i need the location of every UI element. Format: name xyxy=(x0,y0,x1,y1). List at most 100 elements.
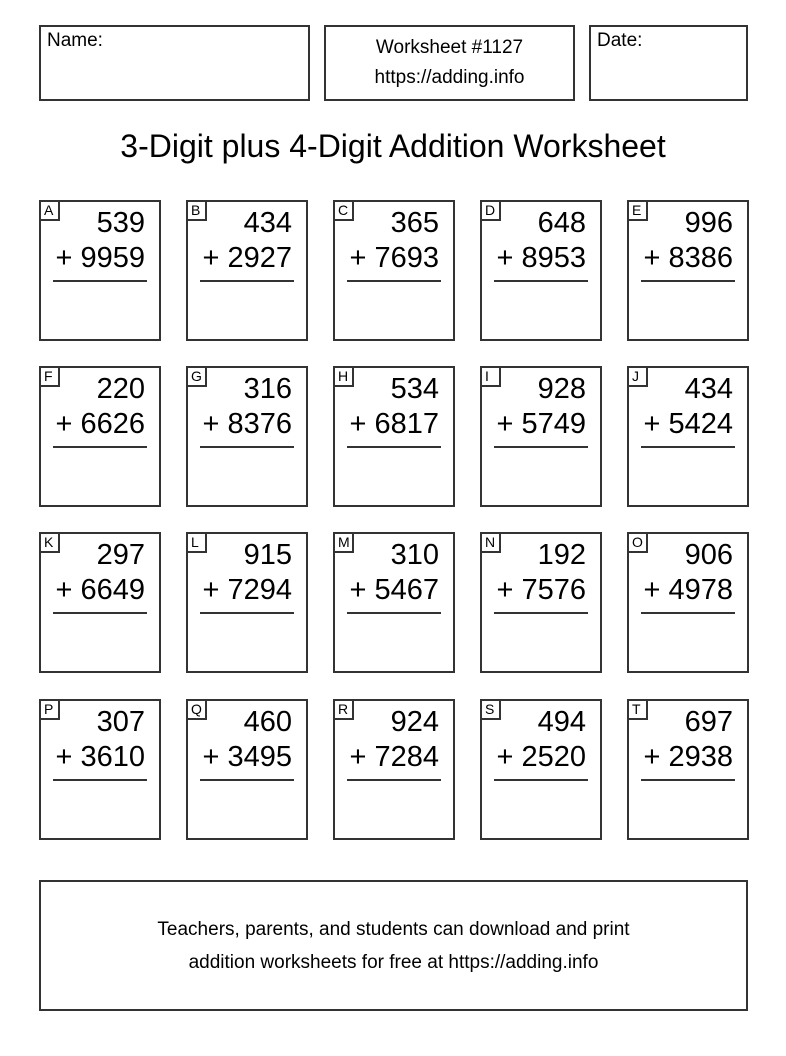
answer-line xyxy=(53,280,147,282)
answer-line xyxy=(641,779,735,781)
answer-line xyxy=(494,779,588,781)
problem-label: M xyxy=(333,532,354,553)
top-addend: 697 xyxy=(684,706,733,738)
bottom-addend: + 8376 xyxy=(202,408,292,440)
problem-box[interactable]: A 539 + 9959 xyxy=(39,200,161,341)
top-addend: 434 xyxy=(243,207,292,239)
problem-box[interactable]: H 534 + 6817 xyxy=(333,366,455,507)
top-addend: 434 xyxy=(684,373,733,405)
top-addend: 220 xyxy=(96,373,145,405)
answer-line xyxy=(347,446,441,448)
answer-line xyxy=(494,280,588,282)
problem-label: D xyxy=(480,200,501,221)
answer-line xyxy=(641,446,735,448)
problem-box[interactable]: Q 460 + 3495 xyxy=(186,699,308,840)
bottom-addend: + 4978 xyxy=(643,574,733,606)
bottom-addend: + 9959 xyxy=(55,242,145,274)
problem-label: T xyxy=(627,699,648,720)
problem-box[interactable]: L 915 + 7294 xyxy=(186,532,308,673)
bottom-addend: + 7284 xyxy=(349,741,439,773)
problem-box[interactable]: G 316 + 8376 xyxy=(186,366,308,507)
bottom-addend: + 6649 xyxy=(55,574,145,606)
bottom-addend: + 8953 xyxy=(496,242,586,274)
problem-box[interactable]: R 924 + 7284 xyxy=(333,699,455,840)
problem-box[interactable]: D 648 + 8953 xyxy=(480,200,602,341)
date-field[interactable]: Date: xyxy=(589,25,748,101)
problem-box[interactable]: C 365 + 7693 xyxy=(333,200,455,341)
problem-label: E xyxy=(627,200,648,221)
top-addend: 906 xyxy=(684,539,733,571)
page-title: 3-Digit plus 4-Digit Addition Worksheet xyxy=(120,128,666,164)
date-label: Date: xyxy=(597,30,643,51)
answer-line xyxy=(53,612,147,614)
bottom-addend: + 2520 xyxy=(496,741,586,773)
top-addend: 648 xyxy=(537,207,586,239)
problem-label: I xyxy=(480,366,501,387)
problem-label: H xyxy=(333,366,354,387)
top-addend: 996 xyxy=(684,207,733,239)
bottom-addend: + 2927 xyxy=(202,242,292,274)
answer-line xyxy=(347,779,441,781)
problem-box[interactable]: B 434 + 2927 xyxy=(186,200,308,341)
bottom-addend: + 6626 xyxy=(55,408,145,440)
problem-label: A xyxy=(39,200,60,221)
problem-box[interactable]: T 697 + 2938 xyxy=(627,699,749,840)
answer-line xyxy=(53,779,147,781)
top-addend: 534 xyxy=(390,373,439,405)
answer-line xyxy=(347,280,441,282)
top-addend: 494 xyxy=(537,706,586,738)
answer-line xyxy=(200,612,294,614)
problem-box[interactable]: F 220 + 6626 xyxy=(39,366,161,507)
bottom-addend: + 5467 xyxy=(349,574,439,606)
bottom-addend: + 6817 xyxy=(349,408,439,440)
top-addend: 539 xyxy=(96,207,145,239)
problem-label: L xyxy=(186,532,207,553)
problem-box[interactable]: M 310 + 5467 xyxy=(333,532,455,673)
footer-line-2: addition worksheets for free at https://… xyxy=(188,951,599,973)
top-addend: 924 xyxy=(390,706,439,738)
problem-label: O xyxy=(627,532,648,553)
name-field[interactable]: Name: xyxy=(39,25,310,101)
answer-line xyxy=(641,612,735,614)
top-addend: 310 xyxy=(390,539,439,571)
top-addend: 192 xyxy=(537,539,586,571)
site-url: https://adding.info xyxy=(374,67,525,88)
answer-line xyxy=(641,280,735,282)
problem-box[interactable]: S 494 + 2520 xyxy=(480,699,602,840)
problem-box[interactable]: N 192 + 7576 xyxy=(480,532,602,673)
top-addend: 460 xyxy=(243,706,292,738)
bottom-addend: + 5424 xyxy=(643,408,733,440)
bottom-addend: + 7294 xyxy=(202,574,292,606)
answer-line xyxy=(53,446,147,448)
problem-label: F xyxy=(39,366,60,387)
problem-box[interactable]: E 996 + 8386 xyxy=(627,200,749,341)
answer-line xyxy=(494,612,588,614)
problem-label: N xyxy=(480,532,501,553)
bottom-addend: + 8386 xyxy=(643,242,733,274)
top-addend: 365 xyxy=(390,207,439,239)
name-label: Name: xyxy=(47,30,103,51)
answer-line xyxy=(494,446,588,448)
problem-label: K xyxy=(39,532,60,553)
top-addend: 297 xyxy=(96,539,145,571)
answer-line xyxy=(200,446,294,448)
problem-box[interactable]: O 906 + 4978 xyxy=(627,532,749,673)
bottom-addend: + 5749 xyxy=(496,408,586,440)
answer-line xyxy=(200,779,294,781)
bottom-addend: + 3610 xyxy=(55,741,145,773)
bottom-addend: + 7693 xyxy=(349,242,439,274)
worksheet-info-box: Worksheet #1127 https://adding.info xyxy=(324,25,575,101)
footer-box: Teachers, parents, and students can down… xyxy=(39,880,748,1011)
bottom-addend: + 3495 xyxy=(202,741,292,773)
problem-box[interactable]: P 307 + 3610 xyxy=(39,699,161,840)
top-addend: 915 xyxy=(243,539,292,571)
answer-line xyxy=(200,280,294,282)
problem-label: J xyxy=(627,366,648,387)
problem-box[interactable]: J 434 + 5424 xyxy=(627,366,749,507)
top-addend: 928 xyxy=(537,373,586,405)
answer-line xyxy=(347,612,441,614)
problem-box[interactable]: K 297 + 6649 xyxy=(39,532,161,673)
problem-box[interactable]: I 928 + 5749 xyxy=(480,366,602,507)
problem-label: P xyxy=(39,699,60,720)
